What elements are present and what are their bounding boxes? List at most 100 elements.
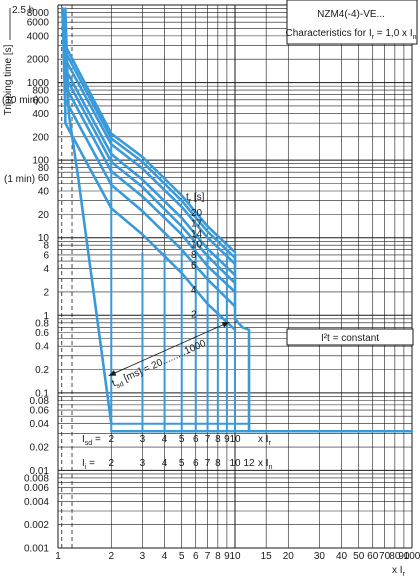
x-tick-label: 100: [404, 551, 420, 562]
y-tick-label: 600: [32, 95, 49, 106]
y-tick-label: 40: [38, 187, 50, 198]
tr-label-sub: r: [189, 198, 192, 205]
y-tick-label: 6000: [27, 18, 50, 29]
i2t-knee: [233, 317, 251, 433]
isd-value: 5: [179, 434, 185, 445]
tr-value-label: 14: [191, 229, 203, 240]
x-tick-label: 80: [389, 551, 401, 562]
x-tick-label: 90: [398, 551, 410, 562]
y-tick-label: 0.04: [30, 419, 50, 430]
y-tick-label: 0.06: [30, 406, 50, 417]
chart-title: NZM4(-4)-VE...: [317, 9, 385, 20]
y-tick-label: 0.006: [24, 483, 49, 494]
ii-value: 12: [243, 458, 255, 469]
isd-value: 7: [205, 434, 211, 445]
y-tick-label: 1: [43, 311, 49, 322]
y-tick-label: 20: [38, 210, 50, 221]
y-label-1min: (1 min): [4, 174, 35, 185]
ii-label-eq: =: [86, 458, 95, 469]
tr-curve: [61, 7, 237, 332]
ii-label-sub: i: [85, 464, 87, 471]
isd-value: 2: [109, 434, 115, 445]
tsd-arrow-line: [108, 321, 230, 377]
x-axis-label: x Ir: [392, 565, 406, 578]
y-top-label: 2.5 h: [12, 5, 34, 16]
tr-value-label: 6: [191, 261, 197, 272]
isd-value: 8: [215, 434, 221, 445]
ii-value: 10: [229, 458, 241, 469]
y-tick-label: 4: [43, 264, 49, 275]
isd-value: 10: [229, 434, 241, 445]
x-tick-label: 5: [179, 551, 185, 562]
x-tick-label: 60: [367, 551, 379, 562]
isd-row: Isd = x Ir 2 3 4 5 6 7 8 9 10: [82, 434, 272, 447]
tr-curve: [61, 7, 237, 266]
y-tick-label: 0.001: [24, 544, 49, 555]
title-box: [286, 0, 418, 45]
y-tick-label: 0.4: [35, 342, 49, 353]
tr-value-label: 20: [191, 208, 203, 219]
curve-group: [61, 7, 414, 433]
x-tick-label: 7: [205, 551, 211, 562]
isd-label: Isd =: [82, 434, 101, 447]
ii-value: 7: [205, 458, 211, 469]
x-tick-label: 30: [314, 551, 326, 562]
y-tick-label: 60: [38, 173, 50, 184]
y-tick-label: 0.02: [30, 443, 50, 454]
y-tick-label: 0.1: [35, 388, 49, 399]
tr-label-main: t: [186, 192, 189, 203]
isd-value: 4: [162, 434, 168, 445]
tsd-arrow-right: [221, 322, 230, 328]
y-tick-label: 0.8: [35, 318, 49, 329]
y-tick-label: 0.2: [35, 365, 49, 376]
y-tick-label: 0.004: [24, 497, 49, 508]
isd-label-eq: =: [92, 434, 101, 445]
tr-curve: [61, 7, 237, 260]
y-tick-label: 200: [32, 132, 49, 143]
subtitle-sub2: n: [413, 34, 417, 41]
subtitle-sub: r: [372, 34, 375, 41]
x-tick-label: 3: [140, 551, 146, 562]
min-curve: [64, 7, 113, 426]
subtitle-text: Characteristics for I: [285, 28, 371, 39]
subtitle-mid: = 1,0 x I: [374, 28, 413, 39]
tr-label: tr [s]: [186, 192, 205, 205]
chart-subtitle: Characteristics for Ir = 1,0 x In: [285, 28, 416, 41]
ii-unit-sub: n: [269, 464, 273, 471]
y-tick-label: 0.008: [24, 473, 49, 484]
tr-label-unit: [s]: [191, 192, 205, 203]
ii-unit-main: x I: [258, 458, 269, 469]
x-tick-label: 50: [353, 551, 365, 562]
tr-value-label: 4: [191, 285, 197, 296]
y-tick-label: 8000: [27, 8, 50, 19]
ii-value: 8: [215, 458, 221, 469]
x-tick-label: 15: [261, 551, 273, 562]
y-tick-label: 400: [32, 109, 49, 120]
x-tick-label: 1: [55, 551, 61, 562]
tsd-label: tsd [ms] = 20.........1000: [110, 338, 209, 391]
x-tick-label: 10: [229, 551, 241, 562]
ii-row: Ii = x In 2 3 4 5 6 7 8 10 12: [82, 458, 273, 471]
ii-value: 5: [179, 458, 185, 469]
y-tick-label: 2: [43, 287, 49, 298]
y-tick-label: 0.08: [30, 396, 50, 407]
x-axis-label-main: x I: [392, 565, 403, 576]
x-tick-label: 6: [193, 551, 199, 562]
isd-value: 3: [140, 434, 146, 445]
tsd-label-sub: sd: [115, 381, 125, 390]
tsd-arrow-left: [108, 370, 117, 376]
x-tick-label: 9: [224, 551, 230, 562]
tsd-label-main: t: [110, 378, 117, 389]
ii-unit: x In: [258, 458, 273, 471]
x-tick-label: 20: [283, 551, 295, 562]
y-tick-label: 10: [38, 233, 50, 244]
x-axis-label-sub: r: [403, 571, 406, 578]
ii-value: 2: [109, 458, 115, 469]
ii-label-main: I: [82, 458, 85, 469]
tr-value-label: 17: [191, 219, 203, 230]
ii-value: 6: [193, 458, 199, 469]
y-tick-label: 2000: [27, 55, 50, 66]
tr-value-label: 10: [191, 240, 203, 251]
